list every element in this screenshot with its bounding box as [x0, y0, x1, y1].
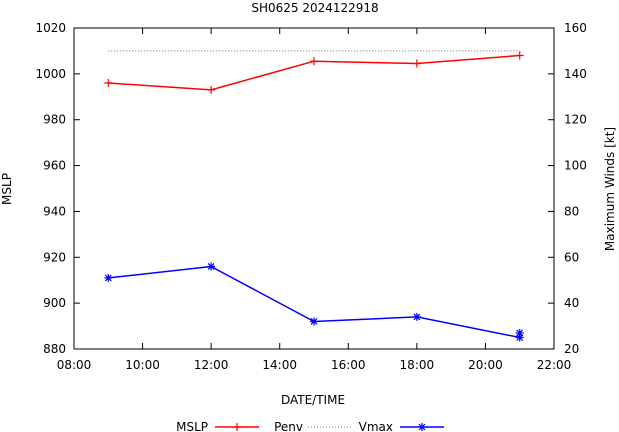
data-point-vmax — [515, 328, 524, 337]
x-tick-label: 14:00 — [262, 358, 297, 372]
data-point-penv — [310, 57, 318, 66]
x-tick-label: 18:00 — [400, 358, 435, 372]
x-tick-label: 10:00 — [125, 358, 160, 372]
left-y-tick-label: 880 — [43, 342, 66, 356]
x-tick-label: 08:00 — [57, 358, 92, 372]
x-axis: 08:00 10:00 12:00 14:00 16:00 18:00 20:00 22:00 — [57, 28, 572, 372]
right-y-axis: 20 40 60 80 100 120 140 160 — [548, 21, 587, 356]
left-y-tick-label: 1000 — [35, 67, 66, 81]
data-point-penv — [207, 85, 216, 94]
x-tick-label: 12:00 — [194, 358, 229, 372]
data-point-vmax — [515, 333, 524, 342]
legend-label-mslp: MSLP — [176, 420, 208, 432]
left-y-tick-label: 940 — [43, 204, 66, 218]
right-y-tick-label: 20 — [564, 342, 579, 356]
left-y-axis-label: MSLP — [0, 173, 14, 205]
series-layer — [104, 50, 524, 342]
data-point-penv — [515, 51, 524, 60]
left-y-tick-label: 980 — [43, 113, 66, 127]
right-y-tick-label: 80 — [564, 204, 579, 218]
plot-frame — [73, 27, 555, 350]
legend-marker-vmax — [418, 423, 426, 431]
data-point-penv — [412, 59, 421, 68]
legend-label-penv: Penv — [274, 420, 303, 432]
left-y-tick-label: 960 — [43, 159, 66, 173]
left-y-tick-label: 1020 — [35, 21, 66, 35]
data-point-vmax — [207, 262, 216, 271]
legend: MSLP Penv Vmax — [176, 420, 444, 432]
right-y-tick-label: 140 — [564, 67, 587, 81]
right-y-tick-label: 160 — [564, 21, 587, 35]
right-y-axis-label: Maximum Winds [kt] — [603, 127, 617, 251]
data-point-vmax — [310, 317, 318, 326]
right-y-tick-label: 100 — [564, 159, 587, 173]
x-tick-label: 22:00 — [537, 358, 572, 372]
left-y-tick-label: 900 — [43, 296, 66, 310]
right-y-tick-label: 60 — [564, 250, 579, 264]
right-y-tick-label: 120 — [564, 113, 587, 127]
legend-label-vmax: Vmax — [359, 420, 393, 432]
left-y-tick-label: 920 — [43, 250, 66, 264]
legend-marker-mslp — [233, 423, 241, 431]
x-tick-label: 16:00 — [331, 358, 366, 372]
left-y-axis: 880 900 920 940 960 980 1000 1020 — [35, 21, 80, 356]
data-point-vmax — [412, 312, 421, 321]
series-line-vmax — [108, 265, 521, 339]
data-point-penv — [104, 79, 113, 88]
data-point-vmax — [104, 273, 113, 282]
x-tick-label: 20:00 — [468, 358, 503, 372]
right-y-tick-label: 40 — [564, 296, 579, 310]
x-axis-label: DATE/TIME — [281, 393, 345, 407]
chart-title: SH0625 2024122918 — [251, 1, 378, 15]
